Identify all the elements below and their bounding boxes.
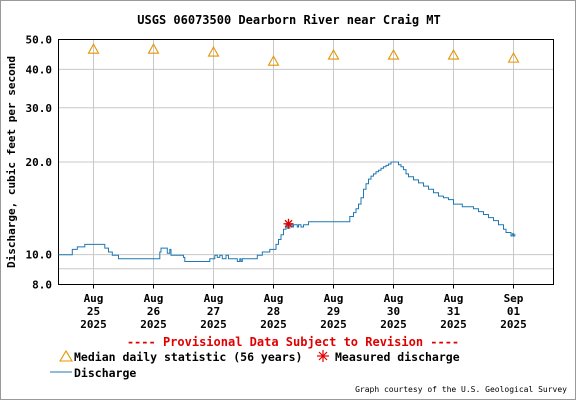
legend-median-triangle-icon <box>59 349 73 362</box>
median-triangle-marker <box>267 55 280 66</box>
y-tick-label: 30.0 <box>26 102 53 115</box>
legend-discharge-label: Discharge <box>74 366 136 380</box>
legend-median-label: Median daily statistic (56 years) <box>74 350 302 364</box>
x-axis-ticks: Aug 25 2025 Aug 26 2025 Aug 27 2025 Aug 28 2025 Aug 2… <box>80 284 527 331</box>
legend-measured-label: Measured discharge <box>335 350 460 364</box>
median-markers <box>87 43 520 66</box>
provisional-notice: ---- Provisional Data Subject to Revisio… <box>127 335 459 349</box>
x-tick-label: Aug 29 2025 <box>320 292 347 331</box>
median-triangle-marker <box>507 51 520 63</box>
x-tick-label: Aug 28 2025 <box>260 292 287 331</box>
median-triangle-marker <box>447 48 460 60</box>
x-tick-label: Sep 01 2025 <box>500 292 527 331</box>
y-tick-label: 20.0 <box>26 156 53 169</box>
x-tick-label: Aug 26 2025 <box>140 292 167 331</box>
legend-measured-asterisk-icon <box>317 350 329 362</box>
discharge-line <box>58 161 516 262</box>
measured-discharge-marker <box>283 218 294 229</box>
legend: Median daily statistic (56 years) Measur… <box>50 349 460 380</box>
median-triangle-marker <box>207 45 220 57</box>
x-tick-label: Aug 30 2025 <box>380 292 407 331</box>
y-axis-label: Discharge, cubic feet per second <box>5 56 18 268</box>
chart-title: USGS 06073500 Dearborn River near Craig … <box>137 13 440 27</box>
measured-markers <box>283 218 294 229</box>
median-triangle-marker <box>327 48 340 60</box>
median-triangle-marker <box>387 48 400 60</box>
x-tick-label: Aug 25 2025 <box>80 292 107 331</box>
credit-text: Graph courtesy of the U.S. Geological Su… <box>355 385 567 394</box>
y-tick-label: 10.0 <box>26 249 53 262</box>
x-tick-label: Aug 31 2025 <box>440 292 467 331</box>
y-tick-label: 8.0 <box>32 279 52 292</box>
grid <box>58 39 554 285</box>
x-tick-label: Aug 27 2025 <box>200 292 227 331</box>
median-triangle-marker <box>87 43 100 54</box>
y-tick-label: 40.0 <box>26 63 53 76</box>
discharge-series <box>58 161 516 262</box>
plot-area-frame <box>58 39 554 285</box>
y-axis-ticks: 8.0 10.0 20.0 30.0 40.0 50.0 <box>26 34 53 292</box>
y-tick-label: 50.0 <box>26 34 53 47</box>
median-triangle-marker <box>147 43 160 54</box>
